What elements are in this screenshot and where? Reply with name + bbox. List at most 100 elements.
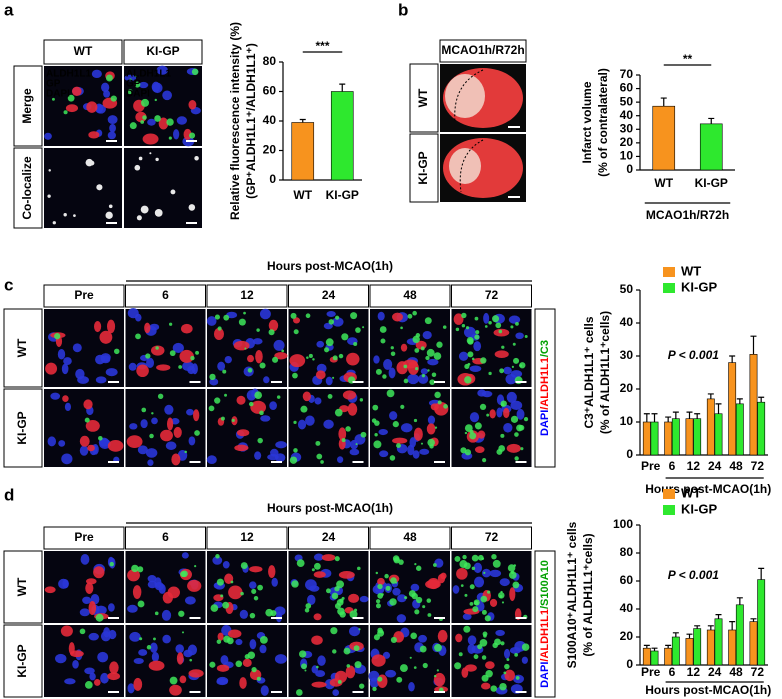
nucleus [458, 351, 469, 361]
signal [498, 329, 503, 334]
nucleus [127, 307, 139, 319]
nucleus [369, 677, 379, 688]
y-tick-label: 40 [620, 108, 634, 122]
bar [291, 122, 315, 181]
cell [135, 111, 147, 123]
speck [85, 158, 94, 167]
signal [395, 581, 398, 584]
signal [480, 357, 487, 364]
nucleus [260, 415, 271, 422]
signal [501, 601, 505, 604]
nucleus [418, 634, 427, 643]
cell [246, 354, 255, 363]
cell [453, 313, 464, 325]
cell [338, 570, 355, 579]
nucleus [224, 355, 232, 364]
signal [51, 97, 55, 101]
nucleus [462, 613, 472, 620]
speck [170, 189, 176, 195]
nucleus [64, 678, 76, 685]
signal [422, 662, 428, 669]
cell [85, 582, 94, 594]
cell [227, 629, 242, 639]
nucleus [151, 651, 160, 662]
error-bar [708, 117, 715, 124]
x-tick-label: 48 [729, 459, 743, 473]
cell [474, 446, 485, 453]
speck [47, 194, 51, 198]
cell [87, 444, 95, 452]
signal [518, 424, 525, 431]
nucleus [521, 656, 528, 664]
nucleus [156, 65, 168, 75]
cell [188, 669, 204, 678]
cell [136, 364, 149, 378]
signal [372, 404, 379, 411]
signal [220, 416, 225, 421]
cell [345, 665, 356, 679]
signal [145, 353, 151, 359]
signal [471, 554, 479, 562]
nucleus [489, 569, 502, 578]
nucleus [186, 408, 194, 416]
cell [268, 319, 279, 332]
signal [301, 663, 307, 670]
nucleus [55, 653, 67, 664]
bar [693, 628, 702, 666]
cell [489, 409, 496, 419]
error-bar [694, 413, 701, 419]
nucleus [72, 343, 82, 353]
signal [168, 322, 173, 326]
signal [491, 553, 497, 560]
nucleus [149, 642, 158, 653]
nucleus [176, 116, 188, 125]
cell [44, 586, 56, 594]
signal [346, 664, 351, 668]
signal [424, 317, 432, 325]
error-bar [643, 413, 650, 422]
signal [498, 592, 505, 599]
nucleus [383, 358, 393, 370]
nucleus [315, 670, 326, 678]
cell [461, 667, 469, 678]
bar [699, 123, 723, 171]
signal [390, 351, 396, 357]
row-box [13, 65, 43, 147]
signal [325, 338, 334, 347]
y-tick-label: 40 [620, 601, 634, 615]
signal [84, 417, 90, 423]
cell [181, 323, 193, 334]
signal [488, 321, 492, 325]
signal [521, 643, 530, 651]
legend-label: KI-GP [681, 279, 717, 294]
error-bar [750, 618, 757, 622]
bar [706, 629, 715, 666]
speck [149, 152, 152, 155]
overlay-label: ALDH1L1 [46, 69, 91, 80]
bar [650, 421, 659, 456]
cell [239, 677, 247, 689]
signal [289, 456, 298, 464]
error-bar [715, 403, 722, 414]
signal [431, 372, 437, 378]
cell [193, 409, 200, 422]
nucleus [147, 459, 154, 466]
signal [429, 444, 434, 449]
x-tick-label: 48 [729, 665, 743, 679]
signal [403, 364, 408, 369]
signal [436, 341, 443, 348]
nucleus [350, 439, 359, 450]
cell [88, 601, 97, 616]
x-tick-label: Pre [641, 459, 661, 473]
signal [313, 562, 321, 570]
y-axis-label: (% of contralateral) [596, 68, 610, 177]
header-box [43, 39, 123, 65]
nucleus [133, 657, 144, 664]
signal [332, 649, 337, 654]
nucleus [503, 648, 511, 659]
cell [45, 362, 58, 375]
signal [332, 355, 338, 361]
signal [222, 369, 227, 374]
signal [338, 353, 344, 359]
